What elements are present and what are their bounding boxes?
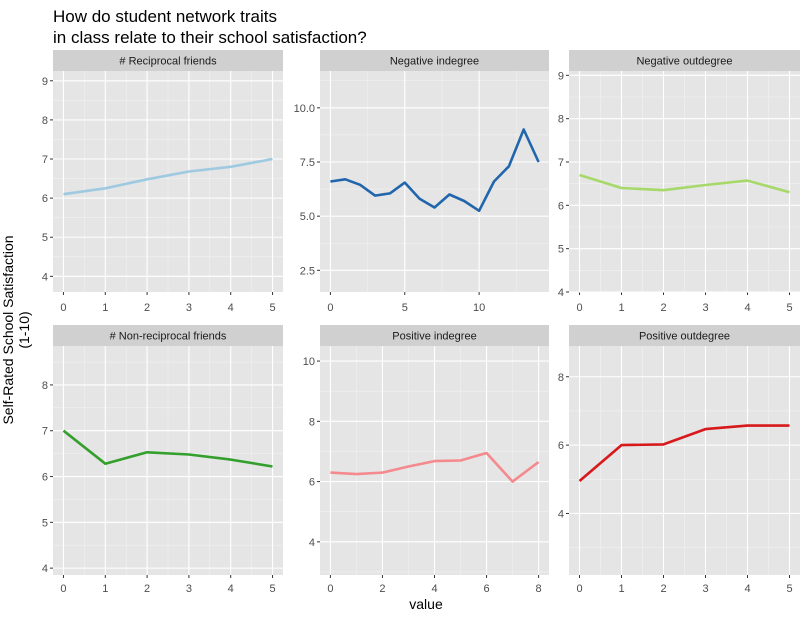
facet-strip: [569, 50, 800, 71]
x-tick-label: 5: [402, 302, 408, 314]
panel-1: # Reciprocal friends 0 1 2 3 4 5 4 5 6 7 8 9: [42, 50, 283, 314]
series-line: [579, 173, 790, 194]
y-tick-label: 10.0: [294, 103, 315, 115]
y-tick-label: 4: [309, 537, 315, 549]
x-tick-label: 0: [576, 583, 582, 595]
y-tick-label: 7: [42, 154, 48, 166]
y-tick-label: 8: [42, 115, 48, 127]
x-tick-label: 5: [786, 583, 792, 595]
x-tick-label: 6: [483, 583, 489, 595]
y-tick-label: 8: [309, 416, 315, 428]
panel-3: Negative outdegree 0 1 2 3 4 5 4 5 6 7 8 9: [558, 50, 800, 314]
y-tick-label: 5.0: [300, 211, 315, 223]
chart-title-line-2: in class relate to their school satisfac…: [53, 28, 367, 47]
panel-4: # Non-reciprocal friends 0 1 2 3 4 5 4 5 6 7 8: [42, 325, 283, 595]
x-tick-label: 1: [102, 583, 108, 595]
y-tick-label: 2.5: [300, 265, 315, 277]
y-tick-label: 5: [42, 517, 48, 529]
facet-strip: [53, 50, 283, 71]
y-tick-label: 7: [42, 426, 48, 438]
facet-strip: [320, 50, 549, 71]
facet-strip: [569, 325, 800, 346]
x-tick-label: 4: [744, 302, 750, 314]
y-tick-label: 4: [558, 508, 564, 520]
x-axis-label: value: [409, 596, 443, 612]
y-tick-label: 8: [42, 380, 48, 392]
chart-title-line-1: How do student network traits: [53, 7, 277, 26]
facet-title: Positive indegree: [392, 331, 476, 343]
x-tick-label: 2: [660, 302, 666, 314]
x-tick-label: 4: [431, 583, 437, 595]
x-tick-label: 3: [702, 302, 708, 314]
x-tick-label: 10: [473, 302, 485, 314]
facet-title: # Reciprocal friends: [119, 56, 217, 68]
x-tick-label: 5: [786, 302, 792, 314]
y-tick-label: 6: [558, 440, 564, 452]
x-tick-label: 0: [576, 302, 582, 314]
x-tick-label: 8: [536, 583, 542, 595]
panel-2: Negative indegree 0 5 10 2.5 5.0 7.5 10.0: [294, 50, 549, 314]
x-tick-label: 5: [269, 302, 275, 314]
y-tick-label: 7.5: [300, 157, 315, 169]
y-tick-label: 6: [558, 200, 564, 212]
panel-6: Positive outdegree 0 1 2 3 4 5 4 6 8: [558, 325, 800, 595]
x-tick-label: 2: [144, 583, 150, 595]
x-tick-label: 1: [102, 302, 108, 314]
series-line: [62, 429, 273, 468]
y-tick-label: 9: [558, 70, 564, 82]
y-tick-label: 7: [558, 157, 564, 169]
y-tick-label: 6: [42, 193, 48, 205]
y-tick-label: 4: [42, 271, 48, 283]
x-tick-label: 2: [660, 583, 666, 595]
series-line: [578, 424, 790, 482]
facet-title: Positive outdegree: [639, 331, 730, 343]
x-tick-label: 0: [327, 302, 333, 314]
x-tick-label: 0: [327, 583, 333, 595]
x-tick-label: 4: [228, 583, 234, 595]
y-tick-label: 8: [558, 372, 564, 384]
x-tick-label: 4: [228, 302, 234, 314]
y-tick-label: 10: [303, 356, 315, 368]
y-tick-label: 9: [42, 76, 48, 88]
x-tick-label: 2: [379, 583, 385, 595]
facet-title: # Non-reciprocal friends: [110, 331, 227, 343]
x-tick-label: 0: [60, 583, 66, 595]
y-tick-label: 6: [309, 477, 315, 489]
y-tick-label: 5: [558, 244, 564, 256]
x-tick-label: 0: [60, 302, 66, 314]
y-tick-label: 8: [558, 114, 564, 126]
y-tick-label: 4: [42, 563, 48, 575]
x-tick-label: 3: [186, 302, 192, 314]
x-tick-label: 3: [702, 583, 708, 595]
x-tick-label: 4: [744, 583, 750, 595]
panel-5: Positive indegree 0 2 4 6 8 4 6 8 10: [303, 325, 549, 595]
facet-strip: [53, 325, 283, 346]
x-tick-label: 1: [618, 302, 624, 314]
chart-title: How do student network traits in class r…: [53, 6, 367, 48]
facet-title: Negative indegree: [390, 56, 479, 68]
y-tick-label: 4: [558, 287, 564, 299]
facet-strip: [320, 325, 549, 346]
x-tick-label: 1: [618, 583, 624, 595]
facet-title: Negative outdegree: [636, 56, 732, 68]
x-tick-label: 2: [144, 302, 150, 314]
x-tick-label: 5: [269, 583, 275, 595]
y-tick-label: 6: [42, 472, 48, 484]
series-line: [63, 157, 273, 196]
x-tick-label: 3: [186, 583, 192, 595]
y-tick-label: 5: [42, 232, 48, 244]
